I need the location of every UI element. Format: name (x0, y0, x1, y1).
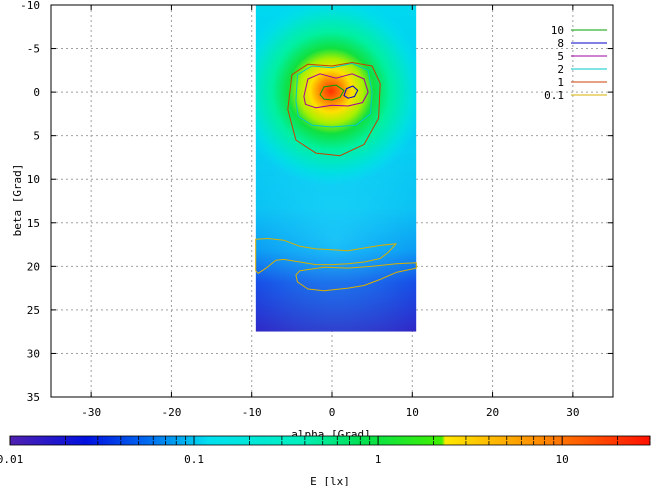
x-tick-label: 10 (406, 406, 419, 419)
legend-label: 10 (551, 24, 564, 37)
legend-label: 8 (557, 37, 564, 50)
contour-level-line (343, 85, 359, 99)
contour-level-line (287, 62, 381, 157)
colorbar-tick-label: 1 (375, 453, 382, 466)
heatmap-region (255, 5, 417, 332)
contour-level-line (255, 238, 397, 274)
x-tick-label: -30 (81, 406, 101, 419)
x-tick-label: 30 (566, 406, 579, 419)
y-tick-label: 25 (27, 304, 40, 317)
contour-level-line (295, 262, 417, 292)
contour-level-line (319, 84, 345, 101)
legend-label: 0.1 (544, 89, 564, 102)
heatmap-hotspot (255, 5, 417, 332)
y-tick-label: 20 (27, 260, 40, 273)
colorbar-ticks: 0.01 0.1 1 10 (0, 436, 651, 466)
contour-level-line (303, 73, 369, 109)
legend-label: 1 (557, 76, 564, 89)
colorbar-tick-label: 10 (556, 453, 569, 466)
y-axis-label: beta [Grad] (11, 164, 24, 237)
x-tick-label: 0 (329, 406, 336, 419)
x-tick-label: -10 (242, 406, 262, 419)
y-tick-label: 0 (33, 86, 40, 99)
contour-lines (255, 62, 417, 292)
y-tick-label: 35 (27, 391, 40, 404)
legend-label: 5 (557, 50, 564, 63)
y-tick-label: 10 (27, 173, 40, 186)
x-tick-label: 20 (486, 406, 499, 419)
y-tick-label: 15 (27, 217, 40, 230)
y-tick-label: 30 (27, 347, 40, 360)
y-tick-label: -10 (20, 0, 40, 12)
colorbar-tick-label: 0.1 (184, 453, 204, 466)
y-tick-label: -5 (27, 43, 40, 56)
y-tick-label: 5 (33, 130, 40, 143)
colorbar-label: E [lx] (310, 475, 350, 486)
colorbar-tick-label: 0.01 (0, 453, 23, 466)
contour-level-line (295, 62, 373, 128)
x-tick-label: -20 (161, 406, 181, 419)
legend-label: 2 (557, 63, 564, 76)
